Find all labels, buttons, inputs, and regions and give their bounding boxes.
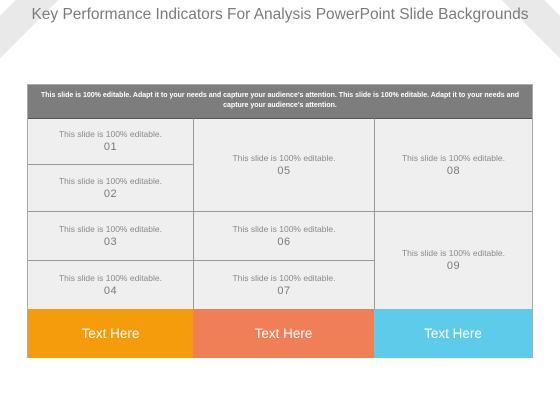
kpi-cell-text: This slide is 100% editable. — [232, 152, 336, 163]
kpi-cell-05: This slide is 100% editable. 05 — [193, 118, 374, 211]
footer-block-blue: Text Here — [374, 309, 532, 358]
kpi-cell-number: 03 — [103, 235, 118, 248]
kpi-table: This slide is 100% editable. Adapt it to… — [27, 84, 533, 358]
slide-title: Key Performance Indicators For Analysis … — [31, 6, 529, 23]
kpi-cell-number: 07 — [277, 284, 291, 297]
header-banner: This slide is 100% editable. Adapt it to… — [28, 85, 532, 118]
kpi-cell-09: This slide is 100% editable. 09 — [374, 211, 532, 309]
footer-block-orange: Text Here — [28, 309, 193, 358]
kpi-cell-number: 06 — [277, 235, 291, 248]
kpi-cell-number: 08 — [446, 164, 461, 177]
kpi-cell-text: This slide is 100% editable. — [232, 272, 336, 283]
footer-block-coral: Text Here — [193, 309, 374, 358]
kpi-cell-text: This slide is 100% editable. — [401, 248, 505, 258]
kpi-cell-text: This slide is 100% editable. — [401, 152, 505, 163]
kpi-cell-number: 09 — [446, 260, 461, 272]
kpi-cell-01: This slide is 100% editable. 01 — [28, 118, 193, 164]
kpi-cell-02: This slide is 100% editable. 02 — [28, 164, 193, 211]
kpi-cell-06: This slide is 100% editable. 06 — [193, 211, 374, 260]
kpi-cell-number: 01 — [103, 141, 118, 153]
kpi-cell-07: This slide is 100% editable. 07 — [193, 260, 374, 309]
kpi-cell-text: This slide is 100% editable. — [58, 272, 162, 283]
kpi-cell-number: 04 — [103, 284, 118, 297]
kpi-cell-number: 05 — [277, 164, 291, 177]
kpi-cell-08: This slide is 100% editable. 08 — [374, 118, 532, 211]
kpi-cell-text: This slide is 100% editable. — [58, 175, 162, 186]
kpi-cell-03: This slide is 100% editable. 03 — [28, 211, 193, 260]
kpi-cell-text: This slide is 100% editable. — [58, 129, 162, 139]
kpi-cell-04: This slide is 100% editable. 04 — [28, 260, 193, 309]
kpi-cell-number: 02 — [103, 187, 118, 200]
kpi-cell-text: This slide is 100% editable. — [232, 223, 336, 234]
kpi-cell-text: This slide is 100% editable. — [58, 223, 162, 234]
